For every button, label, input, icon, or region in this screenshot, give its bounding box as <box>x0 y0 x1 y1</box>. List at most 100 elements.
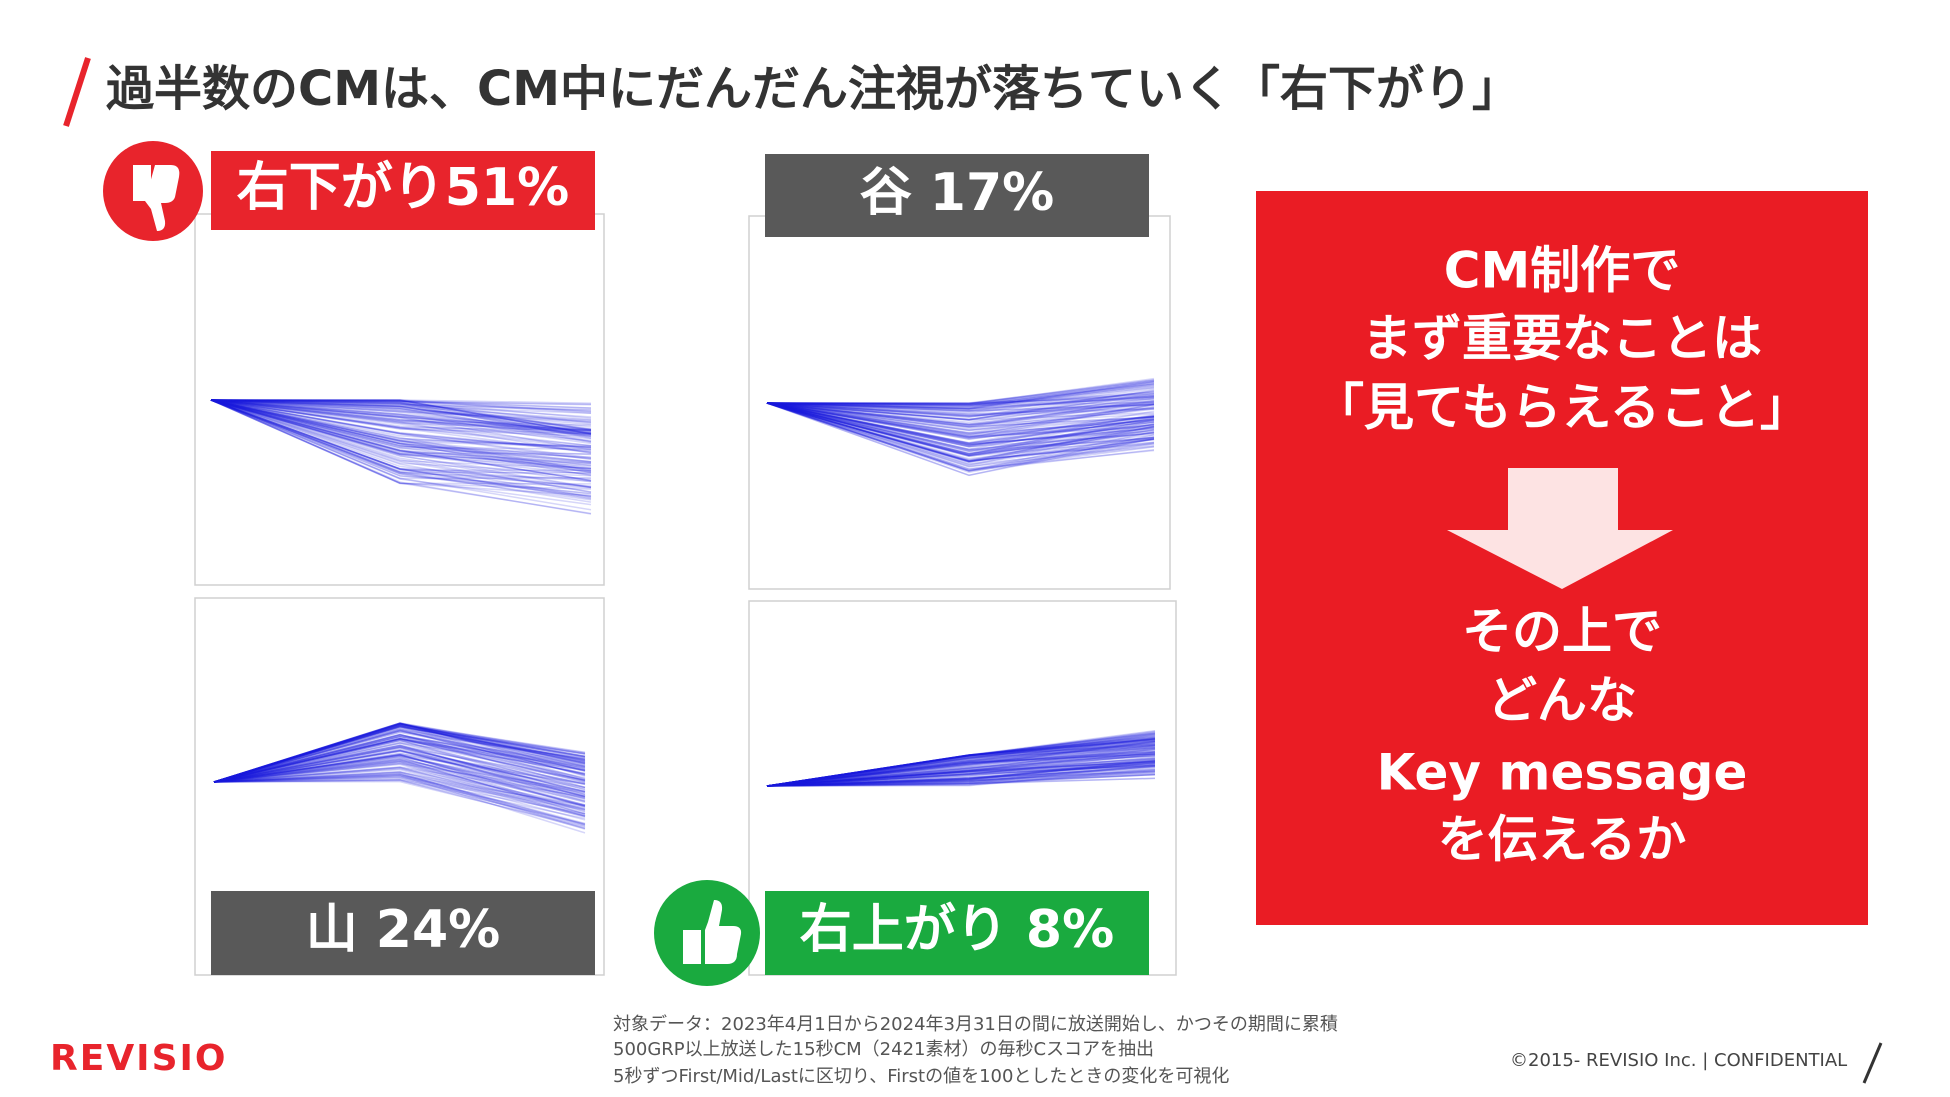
trend-line <box>766 761 1156 787</box>
trend-line <box>766 737 1156 787</box>
trend-line <box>766 402 1155 462</box>
trend-line <box>766 732 1156 787</box>
trend-line <box>766 740 1156 787</box>
trend-line <box>210 399 592 409</box>
trend-line <box>210 399 592 497</box>
trend-line <box>213 722 586 783</box>
trend-line <box>766 402 1155 466</box>
trend-line <box>213 778 586 815</box>
trend-line <box>766 398 1155 406</box>
trend-line <box>766 773 1156 787</box>
trend-line <box>766 741 1156 787</box>
trend-line <box>766 402 1155 417</box>
trend-line <box>213 724 586 783</box>
trend-line <box>766 740 1156 787</box>
trend-line <box>213 753 586 804</box>
trend-lines <box>210 377 1156 834</box>
trend-line <box>766 731 1156 787</box>
trend-line <box>210 399 592 489</box>
trend-line <box>213 724 586 783</box>
trend-line <box>213 722 586 783</box>
trend-line <box>766 751 1156 787</box>
down-arrow <box>1447 468 1673 589</box>
trend-line <box>213 729 586 783</box>
trend-line <box>766 402 1155 412</box>
trend-line <box>766 769 1156 787</box>
trend-line <box>766 378 1155 405</box>
trend-line <box>210 399 592 480</box>
trend-line <box>766 731 1156 787</box>
trend-line <box>766 739 1156 787</box>
trend-line <box>213 744 586 798</box>
trend-line <box>766 755 1156 787</box>
trend-line <box>766 744 1156 787</box>
trend-line <box>766 386 1155 410</box>
trend-line <box>766 382 1155 409</box>
trend-line <box>766 402 1155 432</box>
trend-line <box>766 402 1155 468</box>
trend-line <box>210 399 592 412</box>
trend-line <box>766 770 1156 787</box>
trend-line <box>766 402 1155 425</box>
trend-line <box>766 402 1155 438</box>
trend-line <box>210 399 592 454</box>
trend-line <box>766 737 1156 787</box>
trend-line <box>213 725 586 783</box>
trend-line <box>213 739 586 795</box>
trend-line <box>766 402 1155 439</box>
callout-line: を伝えるか <box>1438 811 1687 869</box>
trend-line <box>213 757 586 807</box>
trend-line <box>766 392 1155 421</box>
trend-line <box>766 758 1156 787</box>
trend-line <box>766 738 1156 787</box>
trend-line <box>210 399 592 413</box>
trend-line <box>213 773 586 830</box>
trend-line <box>213 726 586 783</box>
trend-line <box>210 399 592 495</box>
trend-line <box>210 399 592 447</box>
trend-line <box>766 738 1156 787</box>
trend-line <box>210 399 592 451</box>
trend-line <box>766 402 1155 446</box>
trend-line <box>766 402 1155 461</box>
trend-line <box>766 402 1155 447</box>
trend-line <box>766 748 1156 787</box>
trend-line <box>210 399 592 477</box>
trend-line <box>766 395 1155 411</box>
trend-line <box>210 399 592 499</box>
trend-line <box>766 753 1156 787</box>
label-box <box>765 891 1149 975</box>
trend-line <box>766 397 1155 428</box>
trend-line <box>766 765 1156 787</box>
trend-line <box>213 753 586 789</box>
trend-line <box>766 402 1155 426</box>
trend-line <box>213 729 586 783</box>
trend-line <box>213 775 586 809</box>
trend-line <box>766 402 1155 438</box>
trend-line <box>210 399 592 435</box>
trend-line <box>210 399 592 515</box>
trend-line <box>213 752 586 785</box>
trend-line <box>213 739 586 791</box>
trend-line <box>766 402 1155 434</box>
trend-line <box>766 734 1156 787</box>
trend-line <box>210 399 592 456</box>
trend-line <box>213 753 586 806</box>
trend-line <box>210 399 592 463</box>
trend-line <box>766 402 1155 440</box>
trend-line <box>766 741 1156 787</box>
trend-line <box>210 399 592 458</box>
trend-line <box>213 754 586 785</box>
trend-line <box>213 746 586 793</box>
trend-line <box>766 764 1156 787</box>
trend-line <box>766 401 1155 407</box>
trend-line <box>766 402 1155 446</box>
trend-line <box>210 399 592 443</box>
trend-line <box>210 399 592 448</box>
trend-line <box>766 741 1156 787</box>
trend-line <box>213 722 586 783</box>
trend-line <box>213 722 586 783</box>
trend-line <box>766 738 1156 787</box>
trend-line <box>213 776 586 827</box>
trend-line <box>210 399 592 428</box>
